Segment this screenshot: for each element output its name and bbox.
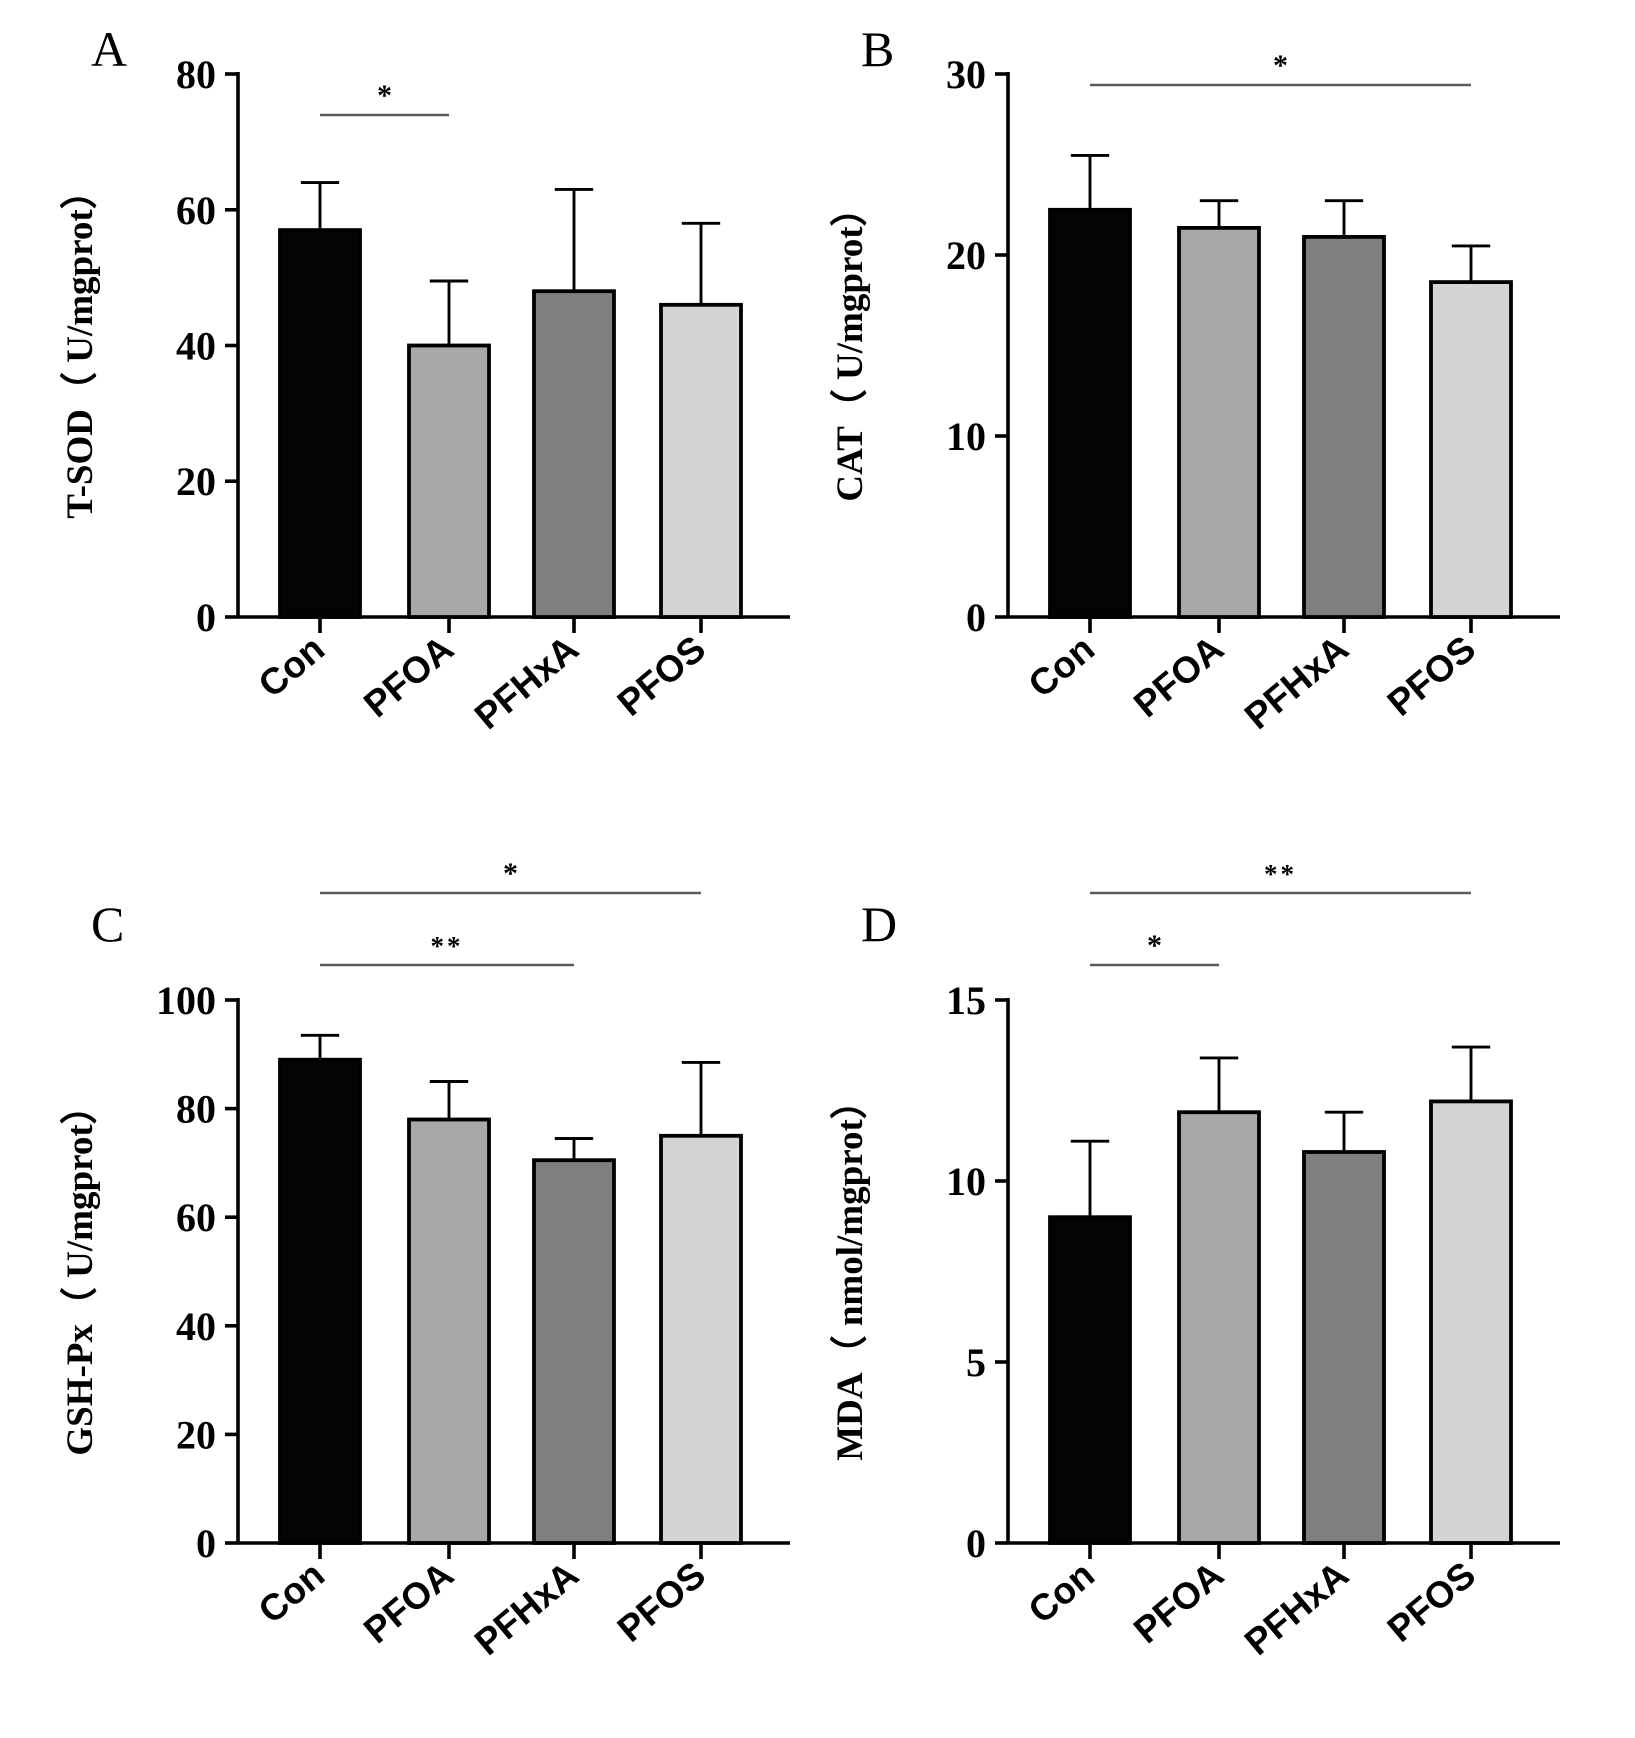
svg-text:80: 80 — [176, 52, 216, 97]
svg-text:0: 0 — [966, 595, 986, 640]
svg-text:40: 40 — [176, 1304, 216, 1349]
svg-text:*: * — [377, 79, 392, 112]
svg-text:100: 100 — [156, 978, 216, 1023]
svg-text:B: B — [861, 21, 894, 77]
svg-text:0: 0 — [196, 595, 216, 640]
svg-text:*: * — [1273, 49, 1288, 82]
svg-text:C: C — [91, 896, 124, 952]
svg-text:10: 10 — [946, 1159, 986, 1204]
svg-text:CAT（ U/mgprot）: CAT（ U/mgprot） — [829, 189, 871, 501]
svg-text:5: 5 — [966, 1340, 986, 1385]
svg-text:A: A — [91, 21, 127, 77]
svg-text:GSH-Px（ U/mgprot）: GSH-Px（ U/mgprot） — [59, 1087, 101, 1455]
svg-text:**: ** — [1264, 859, 1297, 889]
svg-text:*: * — [1147, 929, 1162, 962]
svg-text:40: 40 — [176, 324, 216, 369]
svg-text:0: 0 — [966, 1521, 986, 1566]
svg-text:80: 80 — [176, 1087, 216, 1132]
svg-text:30: 30 — [946, 52, 986, 97]
svg-text:10: 10 — [946, 414, 986, 459]
svg-text:20: 20 — [176, 459, 216, 504]
svg-text:T-SOD（ U/mgprot）: T-SOD（ U/mgprot） — [59, 172, 101, 518]
svg-text:D: D — [861, 896, 897, 952]
svg-text:*: * — [503, 857, 518, 890]
svg-text:15: 15 — [946, 978, 986, 1023]
svg-text:20: 20 — [946, 233, 986, 278]
svg-text:20: 20 — [176, 1412, 216, 1457]
svg-text:60: 60 — [176, 188, 216, 233]
svg-text:**: ** — [431, 931, 464, 961]
svg-text:MDA（ nmol/mgprot）: MDA（ nmol/mgprot） — [829, 1082, 871, 1461]
svg-text:60: 60 — [176, 1195, 216, 1240]
svg-text:0: 0 — [196, 1521, 216, 1566]
